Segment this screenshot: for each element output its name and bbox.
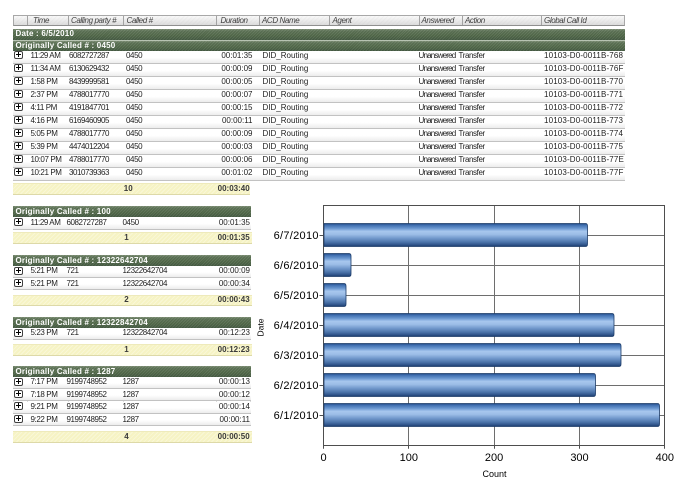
svg-text:6/6/2010: 6/6/2010 (274, 260, 319, 272)
svg-text:6/1/2010: 6/1/2010 (274, 410, 319, 422)
svg-text:400: 400 (656, 452, 674, 464)
svg-text:6/5/2010: 6/5/2010 (274, 290, 319, 302)
svg-text:6/7/2010: 6/7/2010 (274, 230, 319, 242)
svg-text:100: 100 (400, 452, 418, 464)
svg-text:Count: Count (482, 469, 507, 479)
svg-text:300: 300 (570, 452, 588, 464)
svg-text:200: 200 (485, 452, 503, 464)
svg-text:6/2/2010: 6/2/2010 (274, 380, 319, 392)
svg-text:6/4/2010: 6/4/2010 (274, 320, 319, 332)
svg-text:6/3/2010: 6/3/2010 (274, 350, 319, 362)
svg-text:Date: Date (256, 318, 266, 336)
svg-text:0: 0 (320, 452, 326, 464)
